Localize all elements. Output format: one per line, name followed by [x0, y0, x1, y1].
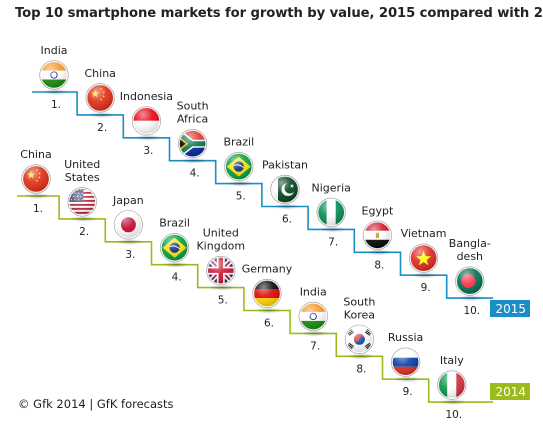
country-label: Italy [440, 354, 464, 367]
rank-label: 1. [51, 99, 61, 111]
country-label: Brazil [223, 136, 254, 149]
china-flag-icon [21, 164, 51, 200]
country-label: Brazil [159, 217, 190, 230]
year-badge-2015 [490, 300, 530, 317]
year-label-2015: 2015 [495, 302, 526, 316]
japan-flag-icon [113, 210, 144, 245]
country-label: Vietnam [401, 227, 447, 240]
nigeria-flag-icon [316, 197, 346, 233]
rank-label: 10. [463, 305, 480, 317]
south-africa-flag-icon [178, 129, 208, 164]
country-label: India [41, 44, 68, 57]
country-label: Pakistan [262, 159, 308, 172]
rank-label: 10. [445, 409, 462, 421]
brazil-flag-icon [224, 152, 254, 187]
copyright-text: © Gfk 2014 | GfK forecasts [18, 397, 174, 411]
rank-label: 6. [264, 318, 274, 330]
country-label: Nigeria [312, 181, 351, 194]
rank-label: 5. [218, 295, 228, 307]
indonesia-flag-icon [131, 106, 162, 141]
rank-label: 3. [143, 145, 153, 157]
rank-label: 7. [310, 340, 320, 352]
year-label-2014: 2014 [495, 385, 526, 399]
vietnam-flag-icon [409, 243, 439, 279]
country-label: United Kingdom [196, 227, 245, 253]
country-label: Germany [242, 263, 293, 276]
rank-label: 7. [328, 236, 338, 248]
rank-label: 9. [403, 386, 413, 398]
country-label: China [20, 148, 51, 161]
country-label: Russia [388, 331, 423, 344]
rank-label: 2. [79, 226, 89, 238]
india-flag-icon [298, 301, 328, 337]
italy-flag-icon [437, 370, 467, 406]
south-korea-flag-icon [344, 324, 375, 360]
india-flag-icon [39, 60, 69, 96]
bangladesh-flag-icon [455, 266, 485, 302]
country-label: Egypt [362, 204, 394, 217]
russia-flag-icon [391, 347, 421, 383]
rank-label: 8. [374, 259, 384, 271]
country-label: Indonesia [120, 90, 173, 103]
china-flag-icon [85, 83, 115, 119]
egypt-flag-icon [362, 220, 393, 256]
pakistan-flag-icon [270, 174, 300, 210]
country-label: South Korea [343, 295, 375, 321]
rank-label: 4. [190, 168, 200, 180]
usa-flag-icon [67, 187, 97, 223]
rank-label: 5. [236, 191, 246, 203]
year-badge-2014 [490, 383, 530, 400]
country-label: China [84, 67, 115, 80]
rank-label: 8. [356, 363, 366, 375]
country-label: Bangla-desh [449, 237, 491, 263]
rank-label: 2. [97, 122, 107, 134]
rank-label: 6. [282, 214, 292, 226]
chart-title: Top 10 smartphone markets for growth by … [15, 6, 543, 21]
rank-label: 9. [421, 282, 431, 294]
rank-label: 3. [125, 249, 135, 261]
country-label: Japan [112, 194, 144, 207]
country-label: United States [64, 158, 100, 184]
brazil-flag-icon [160, 233, 190, 268]
rank-label: 4. [172, 272, 182, 284]
country-label: India [300, 285, 327, 298]
uk-flag-icon [206, 256, 236, 291]
country-label: South Africa [177, 100, 209, 126]
germany-flag-icon [252, 278, 282, 314]
rank-label: 1. [33, 203, 43, 215]
